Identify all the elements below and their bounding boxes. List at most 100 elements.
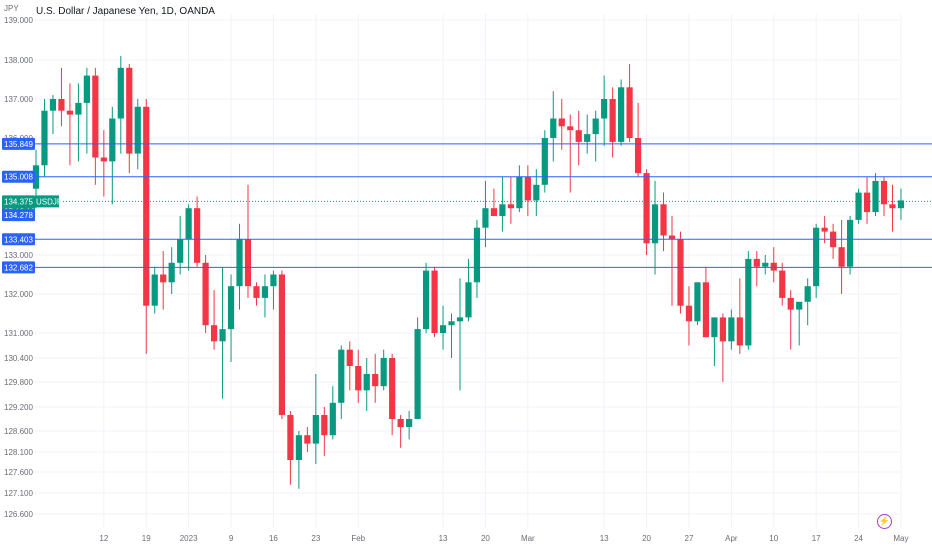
candle-body (422, 270, 430, 330)
x-axis-tick-label: 10 (769, 534, 778, 543)
candle-body (473, 227, 481, 283)
x-axis-tick-label: 19 (142, 534, 151, 543)
candle-body (677, 239, 684, 306)
candle-body (516, 177, 523, 209)
current-price-tag: 134.375 (4, 197, 33, 206)
candle-body (92, 75, 99, 158)
candle-body (151, 274, 158, 306)
candle-body (507, 204, 514, 209)
candle-body (728, 317, 735, 342)
candle-body (261, 286, 269, 298)
candle-body (745, 258, 752, 346)
x-axis-tick-label: 12 (99, 534, 108, 543)
candle-body (194, 208, 201, 263)
x-axis-tick-label: 20 (481, 534, 490, 543)
candle-body (753, 258, 760, 267)
hline-price-tag: 135.008 (4, 173, 33, 182)
chart-title: U.S. Dollar / Japanese Yen, 1D, OANDA (36, 6, 215, 17)
y-axis-tick-label: 128.600 (4, 427, 33, 436)
candle-body (889, 204, 896, 209)
candle-body (456, 317, 464, 322)
candle-body (355, 366, 362, 391)
candle-body (592, 118, 599, 135)
candle-body (219, 329, 226, 342)
price-tags: 135.849135.008133.403132.682134.37505:13… (2, 137, 68, 274)
candle-body (482, 208, 489, 228)
x-axis-tick-label: 13 (600, 534, 609, 543)
symbol-tag-bg (35, 195, 59, 208)
candle-body (601, 99, 608, 119)
y-axis-tick-label: 129.200 (4, 403, 33, 412)
candle-body (618, 87, 625, 142)
candle-body (160, 274, 167, 283)
x-axis-tick-label: Feb (351, 534, 365, 543)
candle-body (372, 374, 379, 387)
candle-body (796, 301, 803, 310)
candle-body (380, 358, 387, 387)
y-axis-tick-label: 127.600 (4, 468, 33, 477)
candle-body (329, 402, 336, 436)
x-axis-tick-label: Apr (725, 534, 738, 543)
candle-body (770, 262, 777, 271)
candle-body (550, 118, 557, 138)
x-axis-tick-label: 16 (269, 534, 278, 543)
y-axis-tick-label: 137.000 (4, 95, 33, 104)
candle-body (244, 239, 252, 287)
candle-body (609, 99, 616, 142)
x-axis-tick-label: 2023 (180, 534, 198, 543)
y-axis-tick-label: 131.000 (4, 329, 33, 338)
hline-price-tag-bg (2, 137, 35, 150)
symbol-tag: USDJPY (36, 197, 68, 206)
candle-body (185, 208, 192, 240)
candle-body (202, 262, 209, 326)
hline-price-tag-bg (2, 170, 35, 183)
candle-body (872, 180, 879, 213)
candle-body (295, 435, 302, 460)
y-axis-tick-label: 133.000 (4, 251, 33, 260)
candle-body (651, 204, 659, 244)
candle-body (363, 374, 370, 391)
y-axis-tick-label: 132.000 (4, 290, 33, 299)
candle-body (321, 415, 328, 436)
candle-body (541, 138, 548, 185)
candle-body (838, 247, 845, 267)
previous-close-tag-bg (2, 209, 35, 222)
candle-body (83, 75, 90, 103)
candle-body (278, 274, 286, 415)
candle-body (575, 130, 582, 142)
candle-body (567, 126, 574, 131)
currency-unit-label: JPY (4, 4, 19, 13)
candle-body (685, 305, 693, 322)
y-axis-tick-label: 126.600 (4, 510, 33, 519)
candle-body (236, 239, 243, 287)
candle-body (813, 227, 820, 287)
candle-body (855, 192, 862, 220)
x-axis-tick-label: 27 (685, 534, 694, 543)
candle-body (287, 415, 294, 460)
time-axis: 12 19 2023 9 16 23 Feb 13 20 Mar 13 20 27 Apr 10 17 24 Ma… (99, 534, 908, 543)
candle-body (558, 118, 565, 127)
candle-body (397, 419, 404, 427)
x-axis-tick-label: Mar (521, 534, 535, 543)
hline-price-tag: 132.682 (4, 263, 33, 272)
candle-body (880, 180, 888, 205)
candle-body (389, 358, 396, 419)
candle-body (660, 204, 667, 236)
candle-body (126, 67, 133, 154)
candle-body (406, 419, 413, 427)
candle-body (694, 282, 701, 322)
candle-body (431, 270, 438, 333)
lightning-icon[interactable]: ⚡ (877, 514, 892, 529)
candle-body (584, 134, 591, 142)
candle-body (448, 321, 455, 326)
candle-body (736, 317, 743, 346)
x-axis-tick-label: 20 (642, 534, 651, 543)
x-axis-tick-label: 23 (311, 534, 320, 543)
candle-body (168, 262, 175, 283)
candle-body (804, 286, 811, 302)
candle-body (177, 239, 184, 263)
candle-body (143, 106, 150, 306)
hline-price-tag: 135.849 (4, 140, 33, 149)
candle-body (227, 286, 235, 330)
